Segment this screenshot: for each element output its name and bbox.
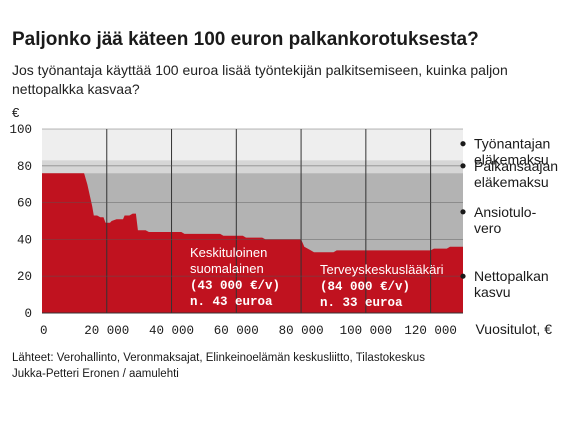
annotation-label: Terveyskeskuslääkäri xyxy=(320,262,444,277)
legend-label: Ansiotulo- xyxy=(474,204,537,220)
legend: TyönantajaneläkemaksuPalkansaajaneläkema… xyxy=(460,136,558,300)
annotation-value: (84 000 €/v) xyxy=(320,280,410,294)
annotation-value: n. 33 euroa xyxy=(320,296,403,310)
y-tick-label: 100 xyxy=(9,123,32,137)
x-axis-label: Vuositulot, € xyxy=(475,321,552,337)
legend-label: eläkemaksu xyxy=(474,174,549,190)
stacked-areas xyxy=(42,129,463,313)
y-tick-label: 60 xyxy=(17,197,32,211)
source-line-1: Lähteet: Verohallinto, Veronmaksajat, El… xyxy=(12,352,425,364)
legend-label: Nettopalkan xyxy=(474,268,549,284)
x-tick-label: 100 000 xyxy=(340,324,393,338)
x-tick-label: 80 000 xyxy=(279,324,324,338)
legend-label: kasvu xyxy=(474,284,511,300)
axes: 0 20 40 60 80 100 €0 20 000 40 000 60 000 80 000 10… xyxy=(9,105,552,338)
x-tick-label: 60 000 xyxy=(214,324,259,338)
chart-title: Paljonko jää käteen 100 euron palkankoro… xyxy=(12,29,479,50)
legend-label: Työnantajan xyxy=(474,136,550,152)
legend-label: vero xyxy=(474,220,501,236)
employee-pension-band xyxy=(42,160,463,174)
source-line-2: Jukka-Petteri Eronen / aamulehti xyxy=(12,368,179,380)
x-tick-label: 0 xyxy=(40,324,48,338)
annotation-value: n. 43 euroa xyxy=(190,295,273,309)
chart-subtitle: Jos työnantaja käyttää 100 euroa lisää t… xyxy=(12,62,508,97)
legend-marker xyxy=(460,209,466,215)
x-tick-label: 120 000 xyxy=(404,324,457,338)
net-salary-area xyxy=(42,173,463,313)
x-tick-label: 20 000 xyxy=(84,324,129,338)
legend-label: Palkansaajan xyxy=(474,158,558,174)
y-axis-label: € xyxy=(12,105,20,120)
legend-marker xyxy=(460,163,466,169)
annotation-label: suomalainen xyxy=(190,261,264,276)
y-tick-label: 80 xyxy=(17,160,32,174)
y-tick-label: 0 xyxy=(24,307,32,321)
annotation-label: Keskituloinen xyxy=(190,245,267,260)
legend-marker xyxy=(460,141,466,147)
y-tick-label: 20 xyxy=(17,270,32,284)
employer-pension-band xyxy=(42,129,463,161)
y-tick-label: 40 xyxy=(17,233,32,247)
source-note: Lähteet: Verohallinto, Veronmaksajat, El… xyxy=(12,350,425,382)
legend-label: eläkemaksu xyxy=(474,152,549,168)
legend-marker xyxy=(460,273,466,279)
x-tick-label: 40 000 xyxy=(149,324,194,338)
annotation-value: (43 000 €/v) xyxy=(190,279,280,293)
